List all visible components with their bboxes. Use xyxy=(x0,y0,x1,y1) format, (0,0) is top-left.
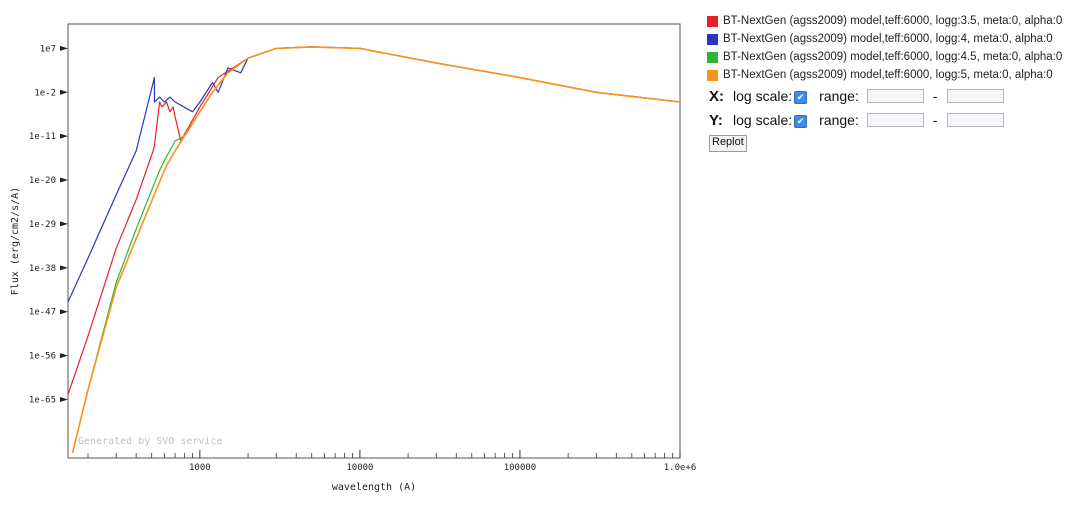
y-tick-label: 1e-65 xyxy=(29,395,56,405)
y-range-dash: - xyxy=(932,112,938,128)
legend-item-logg-3-5: BT-NextGen (agss2009) model,teff:6000, l… xyxy=(707,12,1062,30)
series-layer xyxy=(67,46,681,454)
legend-label: BT-NextGen (agss2009) model,teff:6000, l… xyxy=(723,51,1063,63)
y-major-tick xyxy=(60,45,68,51)
watermark: Generated by SVO service xyxy=(78,436,223,447)
chart-legend: BT-NextGen (agss2009) model,teff:6000, l… xyxy=(707,12,1062,84)
x-range-label: range: xyxy=(819,88,859,104)
y-axis-controls: Y: log scale: ✔ range: - xyxy=(709,108,1010,132)
x-range-max-input[interactable] xyxy=(946,89,1004,103)
x-tick-label: 1000 xyxy=(189,463,211,473)
x-axis-ticks: 1000 10000 100000 1.0e+6 xyxy=(87,450,697,473)
y-tick-label: 1e-20 xyxy=(29,176,56,186)
checkmark-icon: ✔ xyxy=(796,92,805,102)
y-major-tick xyxy=(60,133,68,139)
x-axis-controls: X: log scale: ✔ range: - xyxy=(709,84,1010,108)
y-log-scale-checkbox[interactable]: ✔ xyxy=(794,115,808,128)
y-range-min-input[interactable] xyxy=(866,113,924,127)
y-major-tick xyxy=(60,309,68,315)
flux-chart: 1000 10000 100000 1.0e+6 1e71e-21e-111e-201… xyxy=(10,23,697,493)
y-tick-label: 1e-2 xyxy=(34,88,56,98)
y-tick-label: 1e-56 xyxy=(29,352,56,362)
x-range-min-input[interactable] xyxy=(866,89,924,103)
plot-controls: X: log scale: ✔ range: - Y: log scale: ✔… xyxy=(709,84,1010,152)
y-major-tick xyxy=(60,265,68,271)
y-range-max-input[interactable] xyxy=(946,113,1004,127)
y-major-tick xyxy=(60,353,68,359)
legend-swatch-green xyxy=(707,51,718,63)
legend-label: BT-NextGen (agss2009) model,teff:6000, l… xyxy=(723,69,1053,81)
replot-button[interactable]: Replot xyxy=(709,135,747,152)
x-axis-tag: X: xyxy=(709,87,724,105)
y-major-tick xyxy=(60,177,68,183)
x-log-scale-label: log scale: xyxy=(733,88,793,104)
y-tick-label: 1e7 xyxy=(40,44,56,54)
legend-item-logg-4: BT-NextGen (agss2009) model,teff:6000, l… xyxy=(707,30,1062,48)
y-range-label: range: xyxy=(819,112,859,128)
y-axis-tag: Y: xyxy=(709,111,723,129)
y-axis-ticks: 1e7 1e-2 1e-11 1e-20 1e-29 1e-38 1e-47 1e-56 1e-… xyxy=(29,44,68,405)
y-tick-label: 1e-47 xyxy=(29,308,56,318)
y-log-scale-label: log scale: xyxy=(733,112,793,128)
y-tick-label: 1e-11 xyxy=(29,132,56,142)
series-line-4 xyxy=(71,46,681,454)
legend-item-logg-4-5: BT-NextGen (agss2009) model,teff:6000, l… xyxy=(707,48,1062,66)
legend-swatch-orange xyxy=(707,69,718,81)
legend-swatch-red xyxy=(707,15,718,27)
legend-swatch-blue xyxy=(707,33,718,45)
x-range-dash: - xyxy=(932,88,938,104)
legend-label: BT-NextGen (agss2009) model,teff:6000, l… xyxy=(723,15,1063,27)
x-tick-label: 1.0e+6 xyxy=(664,463,697,473)
x-log-scale-checkbox[interactable]: ✔ xyxy=(794,91,808,104)
y-axis-label: Flux (erg/cm2/s/A) xyxy=(10,187,21,295)
x-tick-label: 10000 xyxy=(346,463,373,473)
x-axis-label: wavelength (A) xyxy=(332,482,416,493)
legend-item-logg-5: BT-NextGen (agss2009) model,teff:6000, l… xyxy=(707,66,1062,84)
y-major-tick xyxy=(60,221,68,227)
legend-label: BT-NextGen (agss2009) model,teff:6000, l… xyxy=(723,33,1053,45)
plot-frame xyxy=(67,23,681,459)
y-major-tick xyxy=(60,89,68,95)
y-tick-label: 1e-29 xyxy=(29,220,56,230)
y-major-tick xyxy=(60,396,68,402)
checkmark-icon: ✔ xyxy=(796,116,805,126)
x-tick-label: 100000 xyxy=(504,463,537,473)
y-tick-label: 1e-38 xyxy=(29,264,56,274)
